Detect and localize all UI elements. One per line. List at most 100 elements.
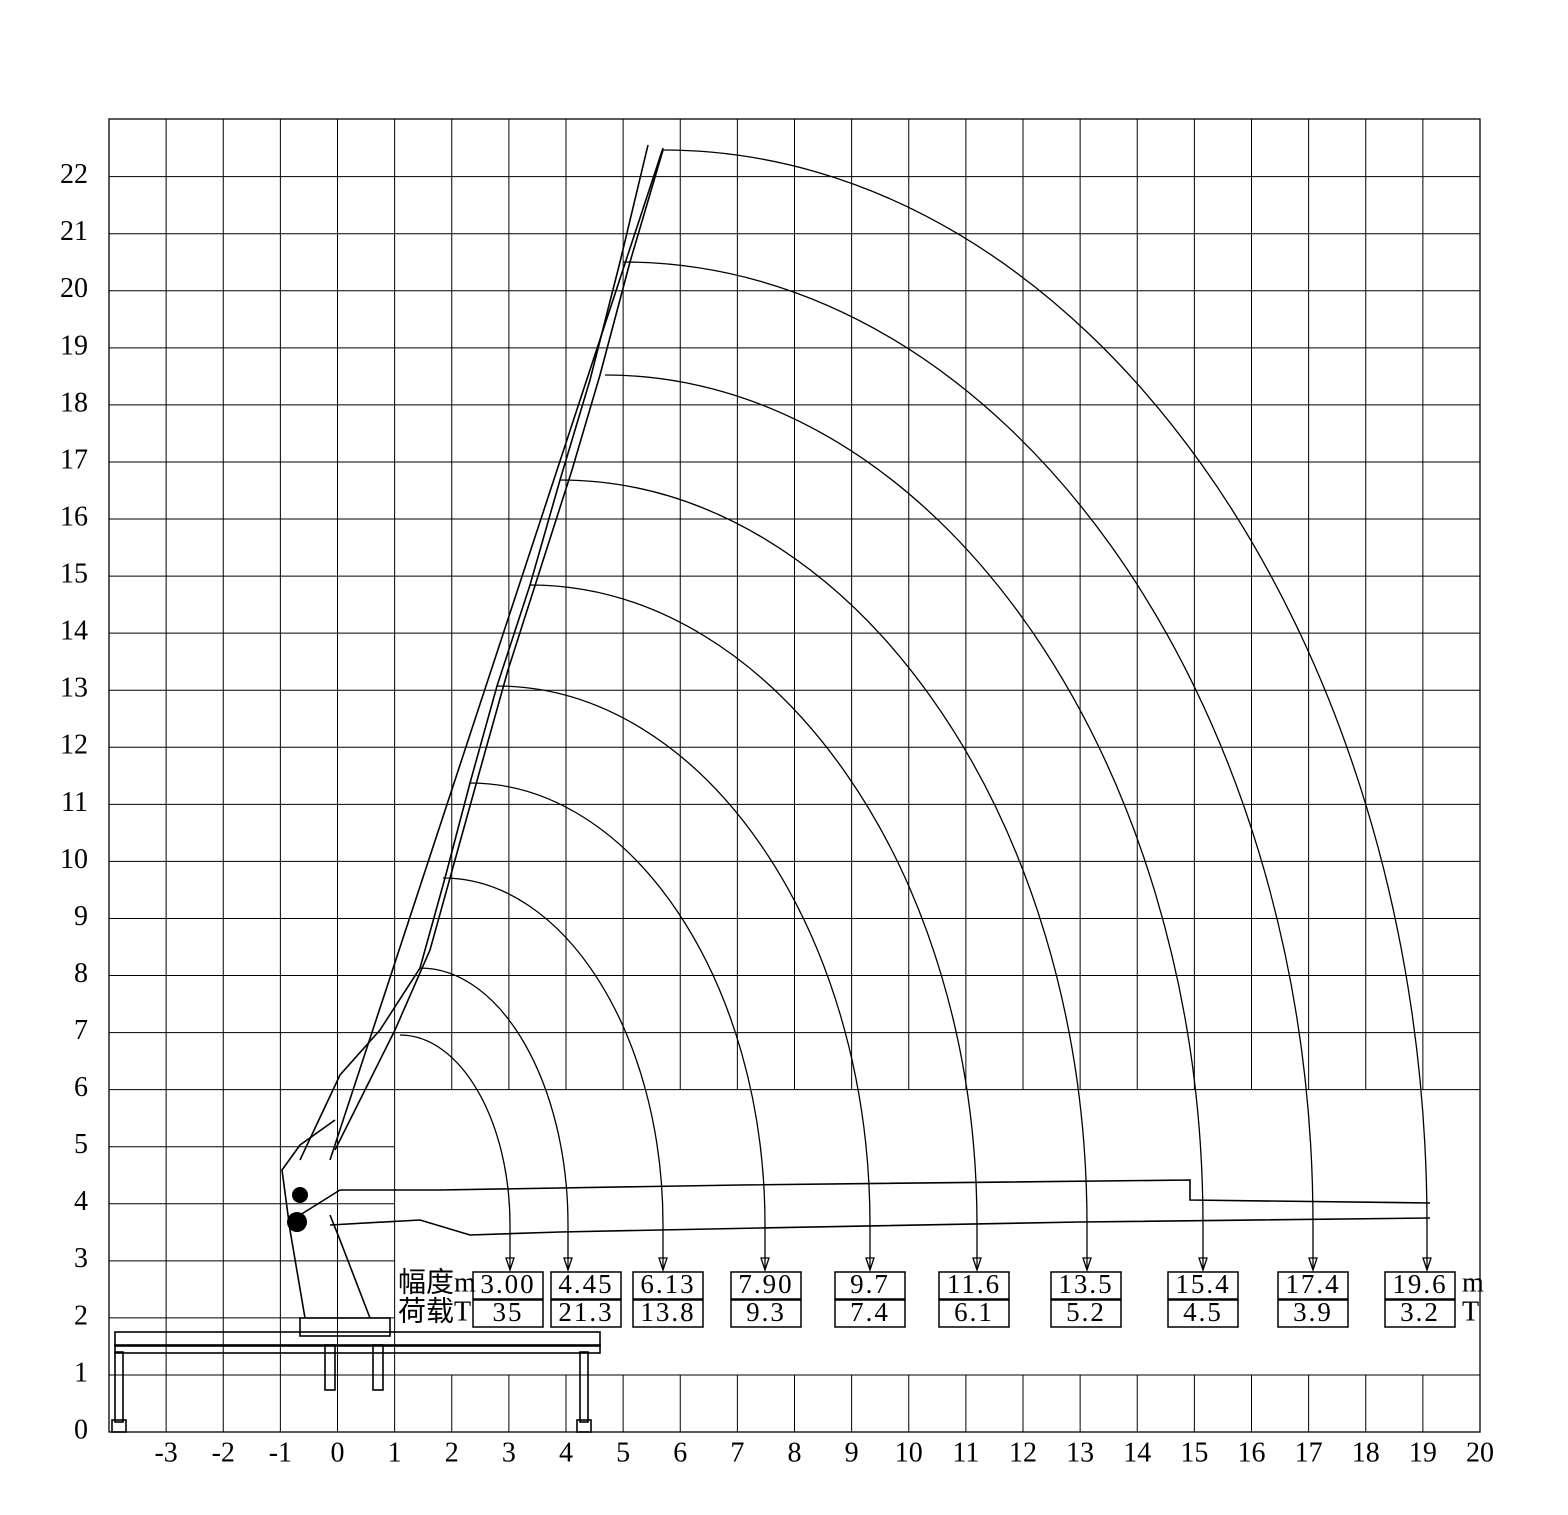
arrow (865, 1257, 875, 1273)
radius-box (834, 1271, 906, 1300)
load-box (1277, 1299, 1349, 1328)
y-tick-label: 5 (74, 1129, 88, 1160)
load-box (834, 1299, 906, 1328)
crane (111, 144, 1431, 1433)
y-tick-label: 2 (74, 1300, 88, 1331)
x-tick-label: 20 (1466, 1437, 1494, 1468)
x-tick-label: 17 (1295, 1437, 1323, 1468)
radius-value: 6.13 (640, 1269, 695, 1299)
y-tick-label: 0 (74, 1414, 88, 1445)
x-tick-label: -3 (154, 1437, 177, 1468)
load-value: 9.3 (746, 1297, 786, 1327)
x-tick-label: -2 (212, 1437, 235, 1468)
load-value: 6.1 (954, 1297, 994, 1327)
boom-raised (334, 149, 664, 1151)
y-tick-label: 16 (60, 501, 88, 532)
y-tick-label: 21 (60, 216, 88, 247)
lift-arc (496, 685, 871, 1268)
x-tick-label: 5 (616, 1437, 630, 1468)
load-box (632, 1299, 704, 1328)
y-tick-label: 11 (61, 787, 88, 818)
y-tick-label: 4 (74, 1186, 88, 1217)
outrigger-foot (576, 1419, 592, 1433)
radius-box (1277, 1271, 1349, 1300)
radius-box (472, 1271, 544, 1300)
load-box (550, 1299, 622, 1328)
y-tick-label: 18 (60, 387, 88, 418)
stabilizer (324, 1344, 336, 1391)
x-tick-label: 11 (952, 1437, 979, 1468)
radius-value: 15.4 (1175, 1269, 1230, 1299)
y-tick-label: 15 (60, 559, 88, 590)
radius-box (1384, 1271, 1456, 1300)
radius-box (550, 1271, 622, 1300)
lift-arc (469, 782, 766, 1268)
radius-label: 幅度m (398, 1266, 476, 1298)
radius-box (1050, 1271, 1122, 1300)
lift-arc (419, 967, 569, 1268)
outrigger-beam (114, 1344, 601, 1354)
arrow (972, 1257, 982, 1273)
lift-arc (399, 1034, 511, 1268)
y-tick-label: 13 (60, 673, 88, 704)
x-tick-label: 10 (895, 1437, 923, 1468)
radius-box (632, 1271, 704, 1300)
x-tick-label: 4 (559, 1437, 573, 1468)
load-value: 7.4 (850, 1297, 890, 1327)
boom-lowered (299, 1179, 1431, 1216)
lift-arc (442, 877, 664, 1268)
boom-line (329, 147, 664, 1161)
x-tick-label: 3 (502, 1437, 516, 1468)
lift-arc (604, 374, 1204, 1268)
y-tick-label: 19 (60, 330, 88, 361)
arrow (1198, 1257, 1208, 1273)
y-tick-label: 17 (60, 444, 88, 475)
radius-value: 17.4 (1285, 1269, 1340, 1299)
y-tick-label: 10 (60, 844, 88, 875)
boom-raised (299, 144, 649, 1161)
load-box (730, 1299, 802, 1328)
x-tick-label: 16 (1238, 1437, 1266, 1468)
x-tick-label: 7 (730, 1437, 744, 1468)
load-box (1167, 1299, 1239, 1328)
arrow (760, 1257, 770, 1273)
arrow (1308, 1257, 1318, 1273)
y-tick-label: 1 (74, 1357, 88, 1388)
x-tick-label: 8 (788, 1437, 802, 1468)
radius-value: 7.90 (738, 1269, 793, 1299)
lift-arc (622, 261, 1314, 1268)
lift-arc (662, 149, 1428, 1268)
load-value: 3.2 (1400, 1297, 1440, 1327)
radius-unit: m (1462, 1267, 1484, 1298)
x-tick-label: 13 (1066, 1437, 1094, 1468)
x-tick-label: 18 (1352, 1437, 1380, 1468)
boom-lowered (329, 1217, 1431, 1236)
load-box (1384, 1299, 1456, 1328)
radius-box (730, 1271, 802, 1300)
radius-value: 19.6 (1392, 1269, 1447, 1299)
x-tick-label: 6 (673, 1437, 687, 1468)
load-label: 荷载T (398, 1295, 471, 1327)
radius-value: 11.6 (947, 1269, 1001, 1299)
outrigger-beam (114, 1331, 601, 1347)
load-box (1050, 1299, 1122, 1328)
load-box (938, 1299, 1010, 1328)
x-tick-label: 0 (331, 1437, 345, 1468)
pin (287, 1212, 307, 1232)
grid (108, 118, 1481, 1433)
radius-value: 3.00 (480, 1269, 535, 1299)
load-value: 5.2 (1066, 1297, 1106, 1327)
load-value: 3.9 (1293, 1297, 1333, 1327)
radius-value: 4.45 (558, 1269, 613, 1299)
y-tick-label: 3 (74, 1243, 88, 1274)
y-tick-label: 14 (60, 616, 88, 647)
load-value: 13.8 (640, 1297, 695, 1327)
lift-arc (529, 584, 978, 1268)
arrow (563, 1257, 573, 1273)
radius-value: 13.5 (1058, 1269, 1113, 1299)
tick-labels: -3 -2 -1 0 1 2 3 4 5 6 7 8 9 10 11 12 13 14 15 16 17 18 19 2001… (60, 159, 1494, 1468)
outrigger-leg (579, 1351, 589, 1423)
radius-value: 9.7 (850, 1269, 890, 1299)
load-unit: T (1462, 1296, 1479, 1327)
